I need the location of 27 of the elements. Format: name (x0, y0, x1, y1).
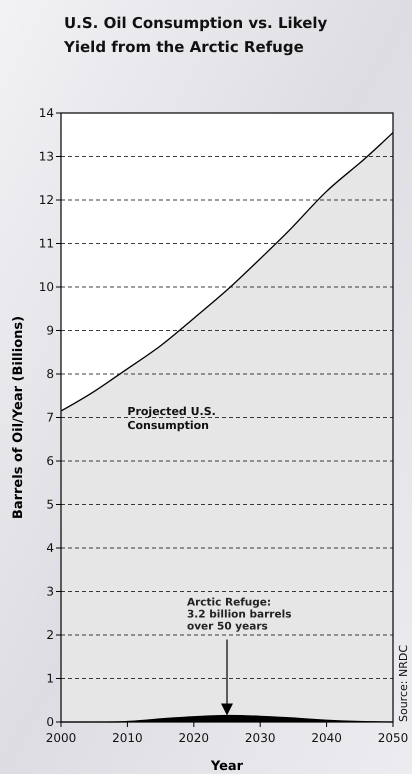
chart-title: U.S. Oil Consumption vs. Likely Yield from the Arctic Refuge (63, 14, 328, 56)
y-tick-label: 9 (46, 324, 54, 338)
annotation: Arctic Refuge: 3.2 billion barrels over 50 years (187, 596, 292, 632)
source-note: Source: NRDC (397, 644, 410, 722)
y-tick-label: 4 (46, 541, 54, 556)
y-axis-title: Barrels of Oil/Year (Billions) (11, 316, 26, 520)
x-tick-label: 2040 (311, 731, 342, 745)
x-tick-label: 2030 (244, 731, 276, 745)
y-tick-label: 8 (46, 367, 54, 382)
y-tick-label: 10 (38, 280, 54, 294)
y-tick-label: 7 (46, 410, 54, 425)
series-label: Projected U.S. Consumption (127, 404, 216, 432)
y-tick-label: 5 (46, 498, 54, 512)
x-axis-title: Year (210, 759, 244, 774)
y-tick-label: 6 (46, 454, 54, 468)
x-tick-label: 2000 (46, 731, 76, 745)
y-tick-label: 13 (38, 150, 54, 164)
y-tick-label: 3 (46, 584, 54, 599)
y-tick-label: 14 (38, 106, 54, 120)
y-tick-label: 12 (38, 193, 54, 208)
y-tick-label: 2 (46, 628, 54, 642)
x-tick-label: 2050 (378, 731, 408, 745)
x-tick-label: 2010 (112, 731, 143, 745)
x-tick-label: 2020 (178, 731, 210, 745)
y-tick-label: 0 (46, 715, 54, 730)
y-tick-label: 1 (46, 672, 54, 686)
y-tick-label: 11 (38, 236, 54, 251)
